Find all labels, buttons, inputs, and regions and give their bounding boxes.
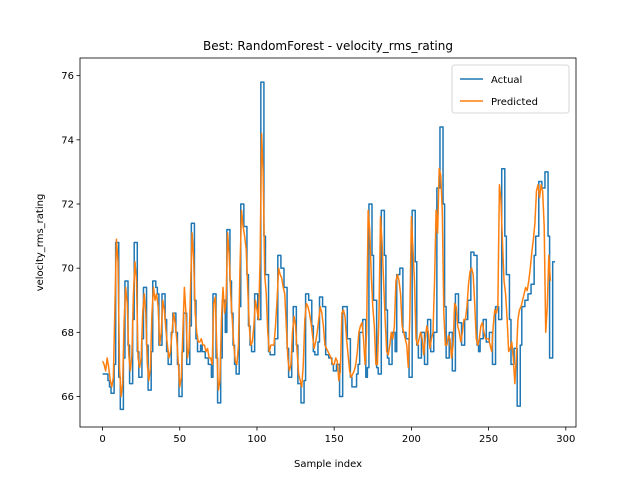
series-layer bbox=[101, 81, 555, 411]
legend-label-predicted: Predicted bbox=[491, 97, 538, 108]
y-tick-label: 70 bbox=[61, 264, 74, 275]
y-axis-label: velocity_rms_rating bbox=[35, 194, 46, 292]
y-tick-label: 66 bbox=[61, 392, 74, 403]
x-tick-label: 0 bbox=[99, 434, 105, 445]
legend-label-actual: Actual bbox=[491, 75, 522, 86]
plot-frame bbox=[79, 57, 577, 428]
x-tick-label: 250 bbox=[479, 434, 498, 445]
x-tick-label: 300 bbox=[556, 434, 575, 445]
y-tick-label: 68 bbox=[61, 328, 74, 339]
legend: Actual Predicted bbox=[451, 64, 570, 114]
y-axis: 66 68 70 72 74 76 bbox=[61, 71, 80, 403]
x-tick-label: 150 bbox=[325, 434, 344, 445]
y-tick-label: 74 bbox=[61, 135, 74, 146]
plot-area: 0 50 100 150 200 250 300 66 68 70 72 74 76 bbox=[61, 57, 577, 445]
x-tick-label: 100 bbox=[247, 434, 266, 445]
series-line-predicted bbox=[101, 132, 552, 398]
chart-title: Best: RandomForest - velocity_rms_rating bbox=[203, 39, 453, 53]
x-tick-label: 50 bbox=[173, 434, 186, 445]
y-tick-label: 76 bbox=[61, 71, 74, 82]
y-tick-label: 72 bbox=[61, 199, 74, 210]
x-axis-label: Sample index bbox=[294, 459, 362, 470]
x-axis: 0 50 100 150 200 250 300 bbox=[99, 427, 575, 445]
x-tick-label: 200 bbox=[402, 434, 421, 445]
